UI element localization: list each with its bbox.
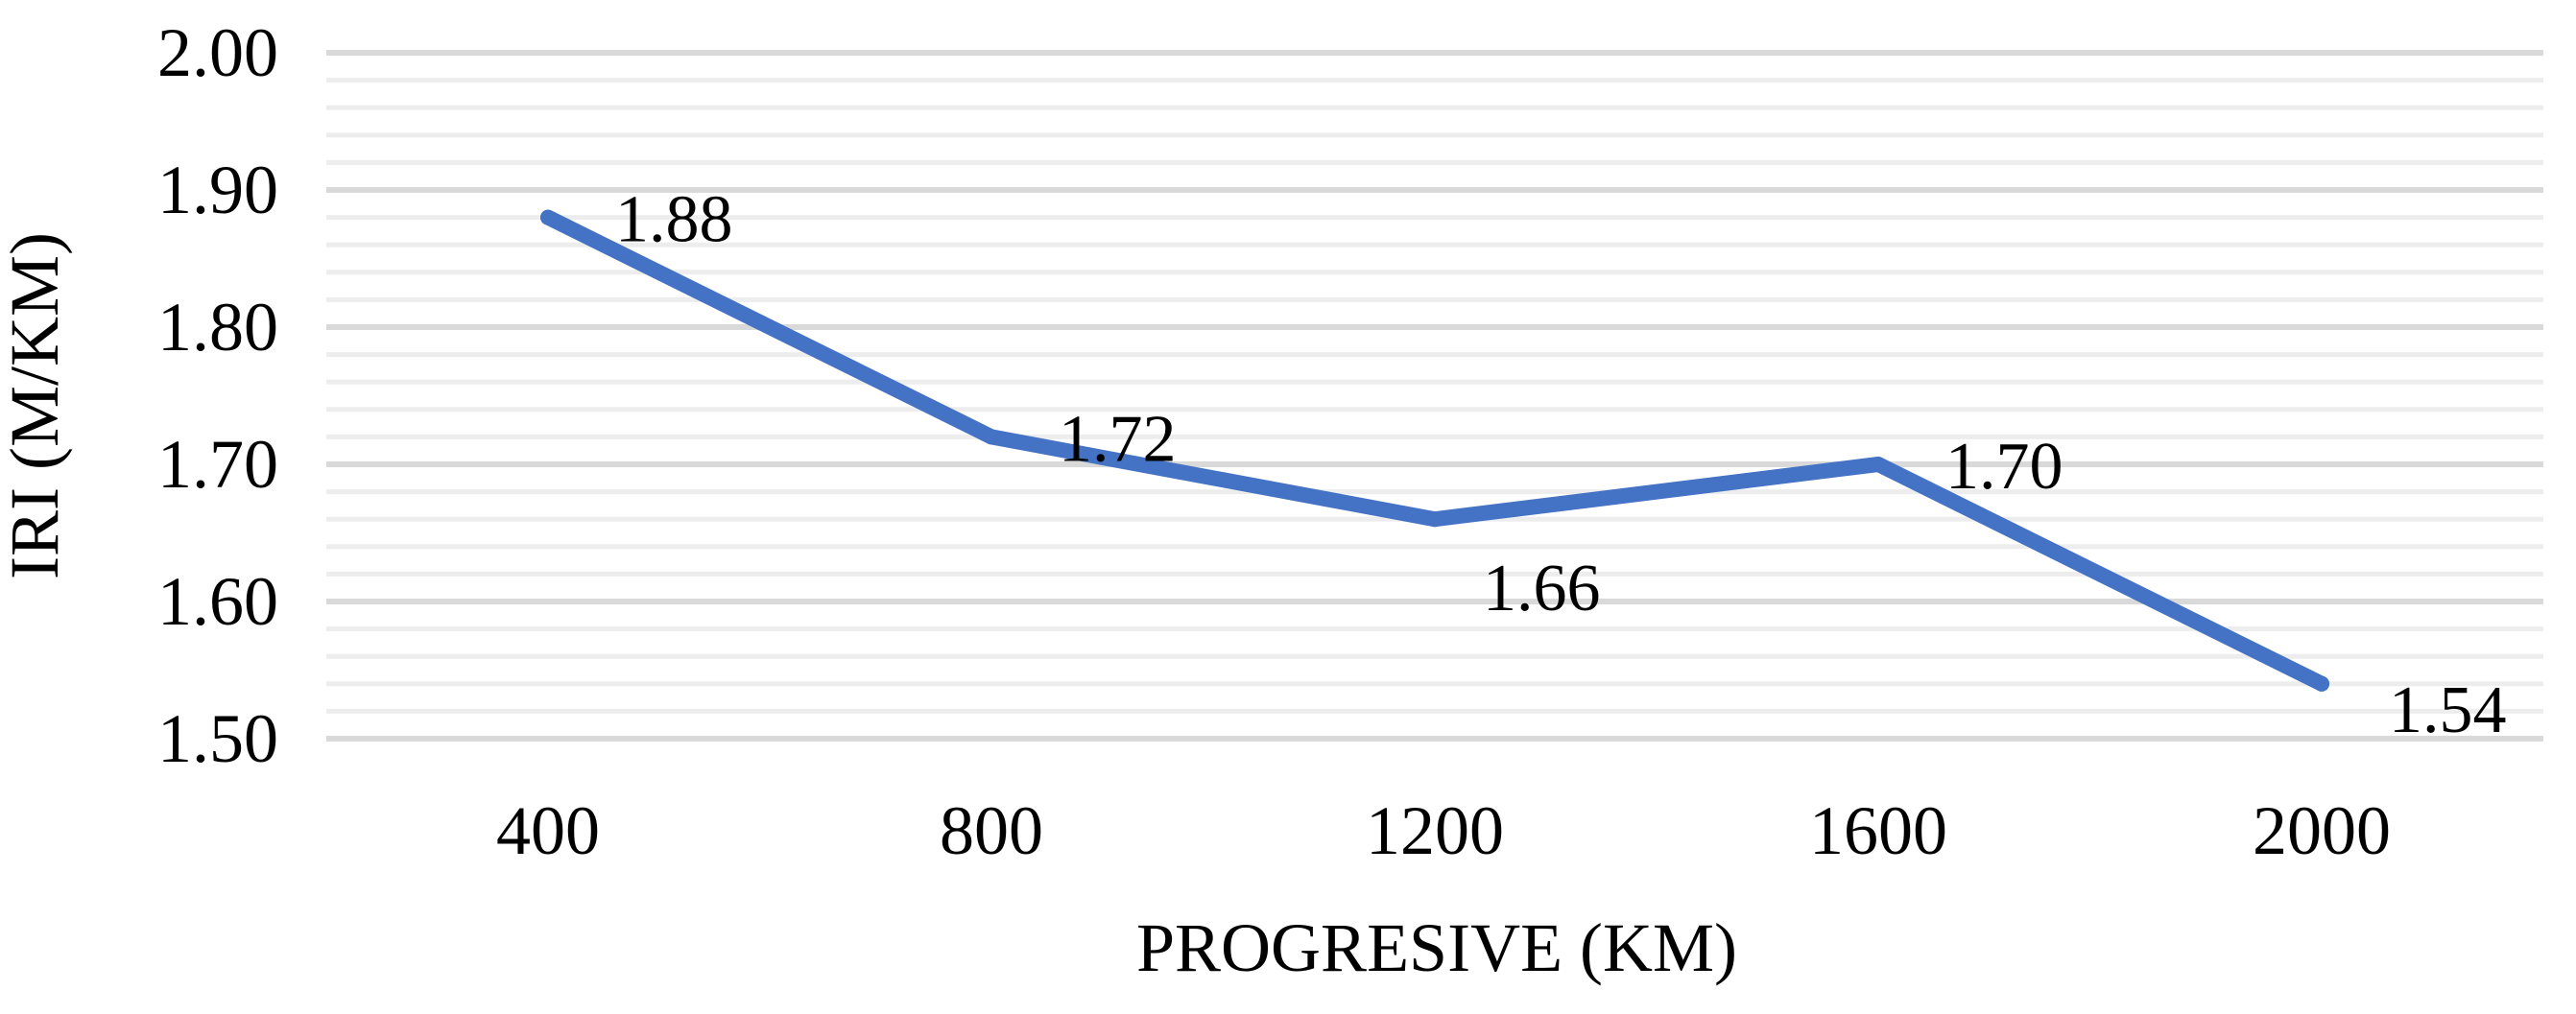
data-label: 1.54 (2389, 673, 2507, 747)
x-tick-label: 400 (496, 792, 600, 869)
data-point (540, 209, 556, 225)
series-layer (540, 209, 2329, 692)
x-axis-title: PROGRESIVE (KM) (1136, 909, 1737, 986)
y-tick-label: 1.80 (157, 289, 278, 366)
y-tick-label: 1.60 (157, 563, 278, 640)
y-tick-label: 1.90 (157, 152, 278, 228)
y-axis-title: IRI (M/KM) (0, 232, 73, 579)
x-tick-label: 2000 (2253, 792, 2391, 869)
data-label: 1.72 (1059, 402, 1177, 476)
data-point (2314, 675, 2329, 692)
data-label: 1.88 (615, 183, 733, 257)
y-tick-label: 2.00 (157, 14, 278, 91)
y-axis-tick-labels: 1.50 1.60 1.70 1.80 1.90 2.00 (157, 14, 278, 777)
data-point (984, 429, 999, 445)
y-tick-label: 1.70 (157, 426, 278, 503)
data-point (1427, 511, 1443, 528)
y-tick-label: 1.50 (157, 700, 278, 777)
x-tick-label: 800 (940, 792, 1043, 869)
x-tick-label: 1200 (1366, 792, 1504, 869)
x-axis-tick-labels: 400 800 1200 1600 2000 (496, 792, 2391, 869)
major-gridlines (326, 50, 2543, 742)
x-tick-label: 1600 (1809, 792, 1947, 869)
data-point (1871, 457, 1886, 472)
data-label: 1.70 (1945, 430, 2063, 504)
data-labels: 1.88 1.72 1.66 1.70 1.54 (615, 183, 2507, 747)
minor-gridlines (326, 78, 2543, 714)
data-label: 1.66 (1483, 552, 1601, 625)
